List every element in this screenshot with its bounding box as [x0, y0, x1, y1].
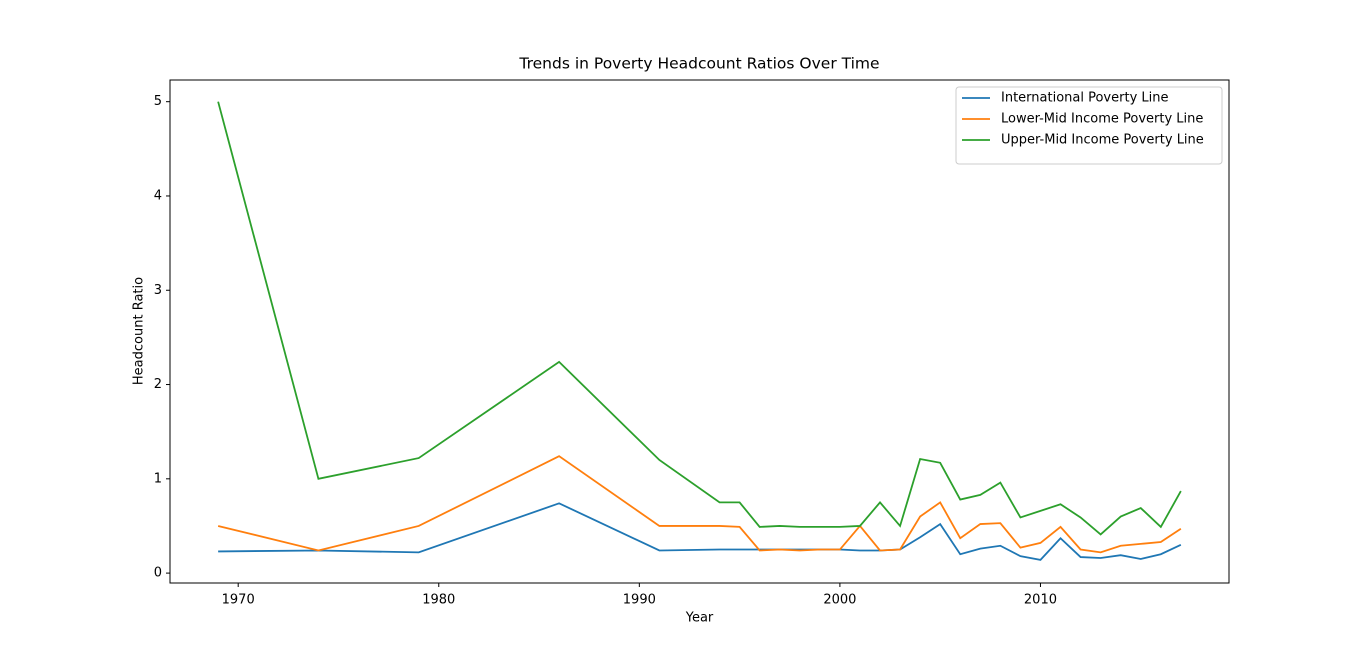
legend-label: Upper-Mid Income Poverty Line: [1001, 133, 1204, 148]
x-tick-label: 2010: [1024, 593, 1057, 608]
x-tick-label: 1990: [623, 593, 656, 608]
x-axis-label: Year: [685, 611, 714, 626]
y-axis-label: Headcount Ratio: [132, 277, 147, 385]
legend-label: International Poverty Line: [1001, 91, 1168, 106]
y-tick-label: 3: [154, 283, 162, 298]
y-tick-label: 4: [154, 188, 162, 203]
chart-title: Trends in Poverty Headcount Ratios Over …: [518, 55, 879, 73]
y-tick-label: 2: [154, 377, 162, 392]
plot-frame: [169, 79, 1230, 584]
x-tick-label: 2000: [823, 593, 856, 608]
y-tick-label: 1: [154, 471, 162, 486]
series-line: [217, 101, 1182, 536]
legend-label: Lower-Mid Income Poverty Line: [1001, 112, 1203, 127]
series-line: [217, 455, 1182, 554]
legend-box: [955, 86, 1223, 165]
y-tick-label: 5: [154, 94, 162, 109]
y-tick-label: 0: [154, 566, 162, 581]
x-tick-label: 1970: [222, 593, 255, 608]
x-tick-label: 1980: [422, 593, 455, 608]
